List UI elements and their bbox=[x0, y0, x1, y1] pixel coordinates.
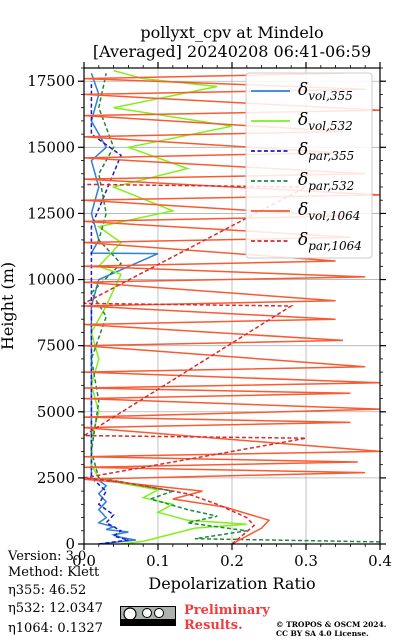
legend-label-par-532: δpar,532 bbox=[298, 170, 354, 193]
y-axis-label: Height (m) bbox=[0, 262, 17, 350]
series-line-par-1064 bbox=[84, 183, 307, 544]
copyright-notice: © TROPOS & OSCM 2024. CC BY SA 4.0 Licen… bbox=[276, 620, 386, 638]
y-tick-label: 5000 bbox=[37, 403, 75, 421]
preliminary-line1: Preliminary bbox=[184, 603, 270, 618]
eta532-text: η532: 12.0347 bbox=[8, 601, 103, 616]
legend-label-vol-355: δvol,355 bbox=[298, 80, 353, 103]
x-tick-label: 0.3 bbox=[294, 552, 318, 570]
copyright-line2: CC BY SA 4.0 License. bbox=[276, 629, 369, 638]
method-text: Method: Klett bbox=[8, 565, 100, 580]
eta355-text: η355: 46.52 bbox=[8, 583, 87, 598]
x-tick-label: 0.2 bbox=[220, 552, 244, 570]
series-line-vol-1064 bbox=[84, 72, 380, 544]
legend-label-par-1064: δpar,1064 bbox=[298, 230, 362, 253]
x-tick-label: 0.1 bbox=[146, 552, 170, 570]
preliminary-line2: Results. bbox=[184, 618, 243, 633]
series-line-vol-532 bbox=[90, 69, 247, 544]
data-series bbox=[84, 69, 380, 544]
y-tick-label: 10000 bbox=[27, 271, 75, 289]
legend: δvol,355 δvol,532 δpar,355 δpar,532 δvol,106… bbox=[245, 72, 373, 259]
y-tick-label: 7500 bbox=[37, 337, 75, 355]
y-tick-label: 12500 bbox=[27, 204, 75, 222]
cc-by-sa-logo bbox=[120, 606, 176, 626]
cc-license-icon bbox=[121, 607, 175, 625]
version-text: Version: 3.0 bbox=[8, 549, 87, 564]
x-tick-label: 0.0 bbox=[72, 552, 96, 570]
y-tick-label: 2500 bbox=[37, 469, 75, 487]
copyright-line1: © TROPOS & OSCM 2024. bbox=[276, 620, 387, 629]
y-tick-label: 15000 bbox=[27, 138, 75, 156]
eta1064-text: η1064: 0.1327 bbox=[8, 621, 103, 636]
y-tick-label: 0 bbox=[65, 535, 75, 553]
preliminary-notice: Preliminary Results. bbox=[184, 603, 270, 633]
chart-title-line1: pollyxt_cpv at Mindelo bbox=[140, 23, 323, 42]
legend-label-vol-532: δvol,532 bbox=[298, 110, 353, 133]
chart-title-line2: [Averaged] 20240208 06:41-06:59 bbox=[93, 42, 371, 61]
y-tick-label: 17500 bbox=[27, 72, 75, 90]
series-line-par-532 bbox=[90, 73, 380, 543]
legend-label-par-355: δpar,355 bbox=[298, 140, 354, 163]
series-line-par-355 bbox=[90, 81, 129, 544]
axis-ticks: 0.0 0.1 0.2 0.3 0.4 0 2500 5000 7500 10000 12500 15… bbox=[27, 62, 392, 570]
legend-label-vol-1064: δvol,1064 bbox=[298, 200, 360, 223]
x-tick-label: 0.4 bbox=[368, 552, 392, 570]
x-axis-label: Depolarization Ratio bbox=[148, 574, 315, 593]
